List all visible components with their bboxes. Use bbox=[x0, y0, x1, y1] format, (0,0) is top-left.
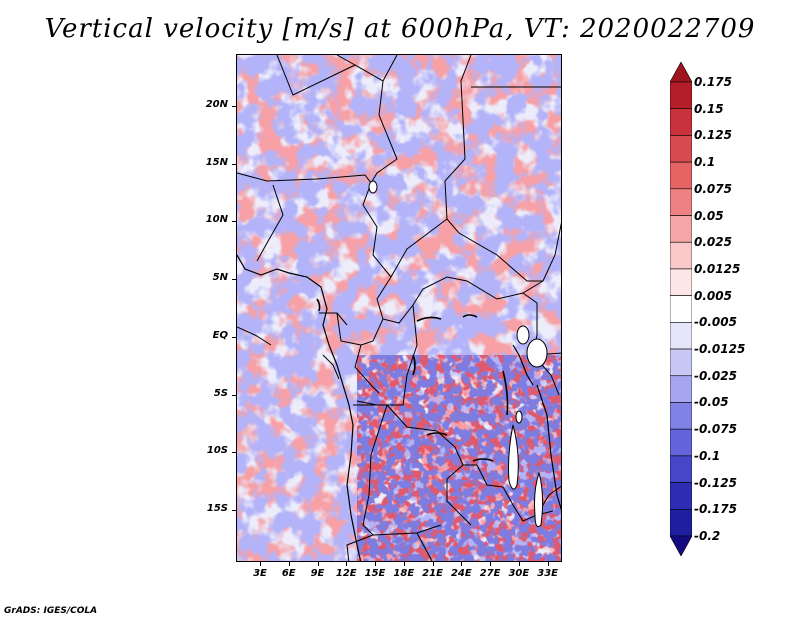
country-borders bbox=[237, 55, 561, 561]
lat-label: 5N bbox=[212, 272, 228, 284]
lat-label: 15N bbox=[205, 156, 228, 168]
colorbar-swatch bbox=[670, 295, 692, 323]
colorbar-swatch bbox=[670, 322, 692, 350]
lon-tick bbox=[432, 562, 434, 566]
colorbar-label: -0.025 bbox=[694, 368, 737, 383]
colorbar-label: 0.05 bbox=[694, 208, 724, 223]
lon-label: 18E bbox=[393, 568, 415, 579]
colorbar-label: 0.025 bbox=[694, 235, 732, 250]
lat-label: 10S bbox=[206, 445, 228, 457]
colorbar-label: 0.1 bbox=[694, 155, 716, 170]
lat-label: 5S bbox=[213, 387, 228, 399]
lat-label: 10N bbox=[205, 214, 228, 226]
colorbar-swatch bbox=[670, 161, 692, 190]
velocity-map bbox=[236, 54, 562, 562]
colorbar-label: 0.125 bbox=[694, 128, 732, 143]
colorbar-label: 0.15 bbox=[694, 101, 724, 116]
lat-tick bbox=[232, 279, 236, 281]
lat-tick bbox=[232, 163, 236, 165]
lon-tick bbox=[375, 562, 377, 566]
plot-title: Vertical velocity [m/s] at 600hPa, VT: 2… bbox=[44, 14, 756, 44]
lat-label: 15S bbox=[206, 503, 228, 515]
lon-label: 12E bbox=[335, 568, 357, 579]
lat-tick bbox=[232, 452, 236, 454]
colorbar-swatch bbox=[670, 455, 692, 483]
lon-tick bbox=[518, 562, 520, 566]
lon-tick bbox=[259, 562, 261, 566]
grads-credit: GrADS: IGES/COLA bbox=[4, 606, 98, 616]
colorbar bbox=[670, 62, 692, 556]
lat-label: 20N bbox=[205, 98, 228, 110]
colorbar-label: -0.125 bbox=[694, 475, 737, 490]
colorbar-bottom-arrow bbox=[670, 535, 692, 556]
lon-tick bbox=[461, 562, 463, 566]
lat-label: EQ bbox=[212, 329, 228, 341]
colorbar-swatch bbox=[670, 81, 692, 110]
colorbar-swatch bbox=[670, 268, 692, 296]
river-contours bbox=[316, 298, 509, 462]
lat-tick bbox=[232, 336, 236, 338]
colorbar-label: -0.2 bbox=[694, 529, 721, 543]
lon-tick bbox=[490, 562, 492, 566]
colorbar-swatch bbox=[670, 241, 692, 270]
lon-label: 27E bbox=[479, 568, 501, 579]
lon-label: 6E bbox=[281, 568, 296, 579]
coastline bbox=[237, 254, 561, 561]
colorbar-swatch bbox=[670, 188, 692, 216]
colorbar-label: 0.075 bbox=[694, 181, 732, 196]
colorbar-label: -0.1 bbox=[694, 448, 721, 463]
colorbar-swatch bbox=[670, 508, 692, 537]
colorbar-swatch bbox=[670, 215, 692, 243]
lat-tick bbox=[232, 105, 236, 107]
lon-label: 30E bbox=[508, 568, 530, 579]
colorbar-swatch bbox=[670, 428, 692, 457]
colorbar-label: -0.005 bbox=[694, 315, 737, 330]
lon-label: 3E bbox=[253, 568, 267, 579]
colorbar-label: 0.175 bbox=[694, 75, 732, 89]
colorbar-swatch bbox=[670, 375, 692, 403]
lon-label: 21E bbox=[422, 568, 443, 579]
colorbar-label: -0.0125 bbox=[694, 342, 746, 357]
lon-tick bbox=[346, 562, 348, 566]
colorbar-swatch bbox=[670, 402, 692, 430]
colorbar-top-arrow bbox=[670, 62, 692, 83]
colorbar-swatch bbox=[670, 108, 692, 136]
lat-tick bbox=[232, 510, 236, 512]
map-field bbox=[237, 55, 561, 561]
lon-tick bbox=[547, 562, 549, 566]
field-strong-descent bbox=[357, 355, 561, 561]
colorbar-label: -0.175 bbox=[694, 502, 737, 517]
lon-tick bbox=[288, 562, 290, 566]
colorbar-label: 0.0125 bbox=[694, 261, 741, 276]
lon-label: 24E bbox=[450, 568, 472, 579]
colorbar-swatch bbox=[670, 348, 692, 377]
colorbar-swatch bbox=[670, 135, 692, 163]
colorbar-swatch bbox=[670, 482, 692, 510]
colorbar-label: 0.005 bbox=[694, 288, 732, 303]
lat-tick bbox=[232, 394, 236, 396]
colorbar-label: -0.05 bbox=[694, 395, 729, 410]
lakes bbox=[368, 180, 548, 528]
lat-tick bbox=[232, 221, 236, 223]
lon-label: 15E bbox=[364, 568, 386, 579]
lon-label: 33E bbox=[537, 568, 558, 579]
lon-tick bbox=[403, 562, 405, 566]
lon-label: 9E bbox=[310, 568, 325, 579]
colorbar-label: -0.075 bbox=[694, 422, 737, 437]
lon-tick bbox=[317, 562, 319, 566]
